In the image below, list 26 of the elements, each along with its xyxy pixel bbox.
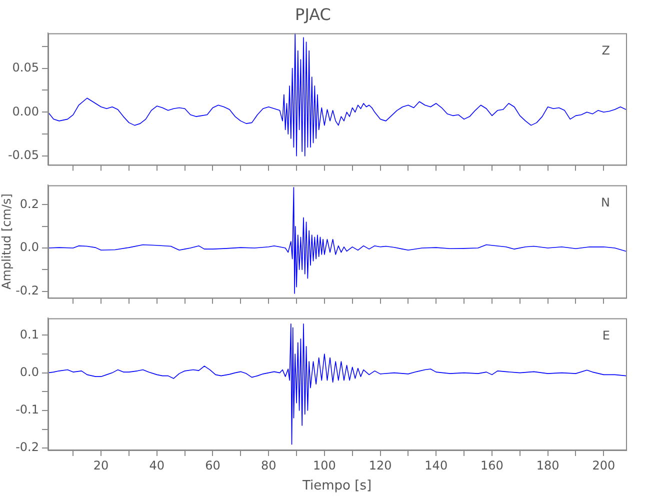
y-tick-label: 0.05 bbox=[12, 60, 39, 74]
x-tick-label: 120 bbox=[368, 458, 392, 472]
x-tick-label: 140 bbox=[424, 458, 448, 472]
y-tick-label: 0.1 bbox=[20, 327, 39, 342]
x-tick-label: 160 bbox=[480, 458, 504, 472]
x-tick-label: 80 bbox=[260, 458, 276, 472]
y-tick-label: 0.2 bbox=[20, 196, 39, 211]
x-tick-label: 100 bbox=[312, 458, 336, 472]
y-tick-label: 0.00 bbox=[12, 104, 39, 118]
x-tick-label: 40 bbox=[149, 458, 165, 472]
y-tick-label: -0.1 bbox=[16, 402, 39, 417]
x-tick-label: 60 bbox=[205, 458, 220, 472]
y-tick-label: -0.2 bbox=[16, 283, 39, 298]
x-tick-label: 20 bbox=[93, 458, 109, 472]
y-tick-label: 0.0 bbox=[20, 240, 39, 254]
annotation: E bbox=[602, 328, 610, 342]
y-tick-label: -0.05 bbox=[8, 148, 39, 162]
annotation: N bbox=[601, 195, 610, 210]
chart-title: PJAC bbox=[295, 4, 331, 24]
annotation: Z bbox=[602, 43, 610, 58]
y-axis-title: Amplitud [cm/s] bbox=[0, 194, 14, 290]
y-tick-label: 0.0 bbox=[20, 364, 39, 379]
y-tick-label: -0.2 bbox=[16, 440, 39, 454]
x-tick-label: 180 bbox=[536, 458, 560, 472]
x-axis-title: Tiempo [s] bbox=[301, 478, 372, 494]
x-tick-label: 200 bbox=[592, 458, 616, 472]
